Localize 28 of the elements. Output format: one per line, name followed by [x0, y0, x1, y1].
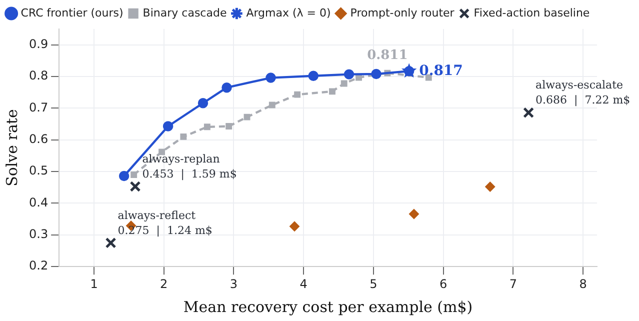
x-tick-label: 4 — [300, 276, 308, 291]
x-tick-label: 5 — [370, 276, 378, 291]
y-tick-label: 0.9 — [28, 36, 48, 51]
legend-label: Argmax (λ = 0) — [246, 6, 331, 20]
y-tick-label: 0.8 — [28, 68, 48, 83]
annotation: always-reflect 0.275 | 1.24 m$ — [118, 208, 212, 237]
annotation: 0.811 — [367, 48, 408, 63]
y-tick-label: 0.7 — [28, 100, 48, 114]
annotation: always-escalate 0.686 | 7.22 m$ — [536, 78, 630, 107]
x-tick-label: 3 — [230, 276, 238, 291]
x-tick-label: 2 — [160, 276, 168, 291]
x-tick-label: 1 — [90, 276, 98, 291]
legend-label: Binary cascade — [142, 6, 227, 20]
x-tick-label: 6 — [439, 276, 448, 291]
x-axis-title: Mean recovery cost per example (m$) — [183, 298, 473, 316]
legend-label: CRC frontier (ours) — [20, 6, 124, 20]
y-tick-label: 0.4 — [28, 195, 48, 210]
y-tick-label: 0.6 — [28, 132, 48, 146]
y-tick-label: 0.2 — [28, 258, 48, 273]
x-tick-label: 7 — [509, 276, 517, 291]
legend-label: Prompt-only router — [350, 6, 455, 20]
y-axis-title: Solve rate — [2, 109, 21, 186]
x-tick-label: 8 — [579, 276, 587, 291]
annotation: always-replan 0.453 | 1.59 m$ — [142, 152, 237, 180]
annotation: 0.817 — [419, 62, 463, 79]
y-tick-label: 0.3 — [28, 227, 48, 242]
y-tick-label: 0.5 — [28, 164, 48, 178]
legend-label: Fixed-action baseline — [474, 6, 590, 20]
